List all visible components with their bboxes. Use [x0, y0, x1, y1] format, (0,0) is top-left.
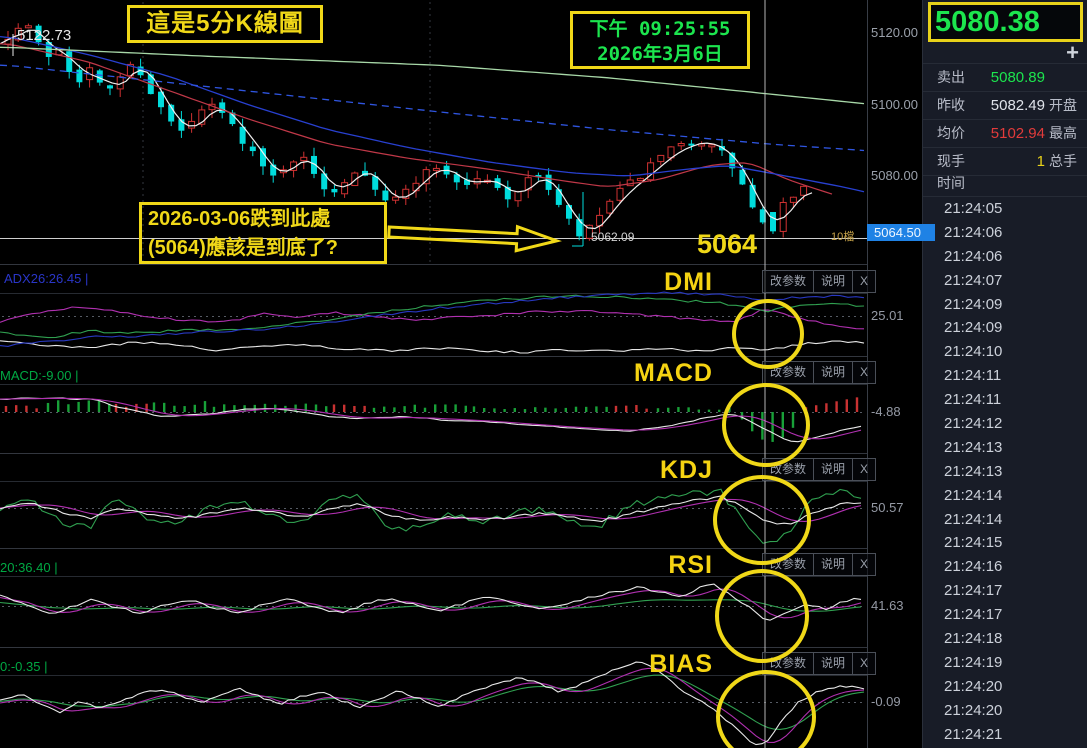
- note-annotation-box: 2026-03-06跌到此處 (5064)應該是到底了?: [139, 202, 387, 264]
- quote-label: 卖出: [937, 69, 965, 85]
- close-panel-button[interactable]: X: [852, 554, 875, 575]
- info-button[interactable]: 说明: [813, 271, 852, 292]
- info-button[interactable]: 说明: [813, 554, 852, 575]
- panel-toolbar-rsi: 改参数 说明 X: [762, 553, 877, 576]
- panel-param-label-dmi: ADX26:26.45 |: [4, 271, 89, 286]
- trade-time-row: 21:24:12: [944, 415, 1003, 433]
- trade-time-row: 21:24:09: [944, 295, 1003, 313]
- trade-time-row: 21:24:16: [944, 558, 1003, 576]
- indicator-label-bias: BIAS: [649, 650, 713, 678]
- trade-time-row: 21:24:18: [944, 630, 1003, 648]
- trade-time-row: 21:24:11: [944, 391, 1002, 409]
- quote-label: 昨收: [937, 97, 965, 113]
- price-axis-tick: 5100.00: [871, 97, 918, 112]
- quote-value: 5082.49: [990, 97, 1045, 114]
- indicator-label-kdj: KDJ: [659, 456, 713, 484]
- quote-sidebar: 5080.38 + 卖出 5080.89 昨收 5082.49 开盘均价 5102.94 最…: [922, 0, 1087, 748]
- panel-toolbar-kdj: 改参数 说明 X: [762, 458, 877, 481]
- panel-param-label-bias: 0:-0.35 |: [0, 659, 48, 674]
- time-header-label: 时间: [937, 175, 965, 191]
- trade-time-list[interactable]: 21:24:05 21:24:06 21:24:06 21:24:07 21:24:09…: [923, 197, 1087, 748]
- trade-time-row: 21:24:11: [944, 367, 1002, 385]
- time-column-header: 时间: [923, 171, 1087, 197]
- indicator-label-dmi: DMI: [664, 268, 713, 296]
- trade-time-row: 21:24:15: [944, 534, 1003, 552]
- trade-time-row: 21:24:06: [944, 223, 1003, 241]
- price-axis-tick: 5120.00: [871, 25, 918, 40]
- panel-toolbar-macd: 改参数 说明 X: [762, 361, 877, 384]
- panel-toolbar-dmi: 改参数 说明 X: [762, 270, 877, 293]
- trade-time-row: 21:24:20: [944, 677, 1003, 695]
- quote-row: 均价 5102.94 最高: [923, 120, 1087, 148]
- trade-time-row: 21:24:05: [944, 200, 1003, 217]
- close-panel-button[interactable]: X: [852, 459, 875, 480]
- indicator-value-macd: -4.88: [871, 404, 901, 419]
- indicator-value-dmi: 25.01: [871, 308, 904, 323]
- quote-label-2: 开盘: [1049, 97, 1077, 113]
- panel-param-label-macd: MACD:-9.00 |: [0, 368, 79, 383]
- change-params-button[interactable]: 改参数: [770, 656, 807, 670]
- trade-time-row: 21:24:21: [944, 725, 1003, 743]
- clock-annotation-box: 下午 09:25:55 2026年3月6日: [570, 11, 750, 69]
- add-icon[interactable]: +: [1066, 40, 1079, 65]
- panel-param-label-rsi: 20:36.40 |: [0, 560, 58, 575]
- trade-time-row: 21:24:06: [944, 247, 1003, 265]
- info-button[interactable]: 说明: [813, 459, 852, 480]
- chart-area[interactable]: 5122.73 這是5分K線圖 下午 09:25:55 2026年3月6日 20…: [0, 0, 922, 748]
- panel-toolbar-bias: 改参数 说明 X: [762, 652, 877, 675]
- trade-time-row: 21:24:14: [944, 510, 1003, 528]
- last-trade-price-badge: 5064.50: [867, 224, 935, 241]
- trade-time-row: 21:24:09: [944, 319, 1003, 337]
- change-params-button[interactable]: 改参数: [770, 274, 807, 288]
- indicator-label-macd: MACD: [634, 359, 713, 387]
- trade-time-row: 21:24:07: [944, 271, 1003, 289]
- trade-time-row: 21:24:17: [944, 582, 1003, 600]
- price-callout-5064: 5064: [697, 229, 758, 259]
- note-line1: 2026-03-06跌到此處: [148, 208, 331, 230]
- quote-label-2: 总手: [1049, 153, 1077, 169]
- price-axis-tick: 5080.00: [871, 168, 918, 183]
- quote-value: 5080.89: [990, 69, 1045, 86]
- info-button[interactable]: 说明: [813, 653, 852, 674]
- quote-row: 卖出 5080.89: [923, 63, 1087, 92]
- quote-info-rows: 卖出 5080.89 昨收 5082.49 开盘均价 5102.94 最高现手 1 总手: [923, 63, 1087, 176]
- quote-label-2: 最高: [1049, 125, 1077, 141]
- quote-value: 5102.94: [990, 125, 1045, 142]
- quote-label: 现手: [937, 153, 965, 169]
- indicator-value-kdj: 50.57: [871, 500, 904, 515]
- high-price-label: 5122.73: [17, 27, 72, 44]
- trade-time-row: 21:24:13: [944, 438, 1003, 456]
- indicator-value-rsi: 41.63: [871, 598, 904, 613]
- change-params-button[interactable]: 改参数: [770, 462, 807, 476]
- quote-row: 现手 1 总手: [923, 148, 1087, 176]
- quote-label: 均价: [937, 125, 965, 141]
- clock-date: 2026年3月6日: [597, 43, 723, 65]
- clock-time: 下午 09:25:55: [589, 18, 731, 40]
- title-text: 這是5分K線圖: [146, 10, 304, 37]
- quote-value: 1: [1036, 153, 1045, 170]
- change-params-button[interactable]: 改参数: [770, 365, 807, 379]
- trade-time-row: 21:24:10: [944, 343, 1003, 361]
- trade-time-row: 21:24:20: [944, 701, 1003, 719]
- trade-time-row: 21:24:14: [944, 486, 1003, 504]
- note-line2: (5064)應該是到底了?: [148, 237, 339, 259]
- quote-row: 昨收 5082.49 开盘: [923, 92, 1087, 120]
- close-panel-button[interactable]: X: [852, 362, 875, 383]
- close-panel-button[interactable]: X: [852, 271, 875, 292]
- trade-time-row: 21:24:17: [944, 606, 1003, 624]
- change-params-button[interactable]: 改参数: [770, 557, 807, 571]
- trade-time-row: 21:24:13: [944, 462, 1003, 480]
- title-annotation-box: 這是5分K線圖: [127, 5, 323, 43]
- indicator-value-bias: -0.09: [871, 694, 901, 709]
- last-price-display: 5080.38: [928, 2, 1083, 42]
- depth-level-label[interactable]: 10檔: [831, 231, 855, 243]
- indicator-label-rsi: RSI: [668, 551, 713, 579]
- close-panel-button[interactable]: X: [852, 653, 875, 674]
- info-button[interactable]: 说明: [813, 362, 852, 383]
- trade-time-row: 21:24:19: [944, 653, 1003, 671]
- low-price-label: 5062.09: [591, 230, 635, 244]
